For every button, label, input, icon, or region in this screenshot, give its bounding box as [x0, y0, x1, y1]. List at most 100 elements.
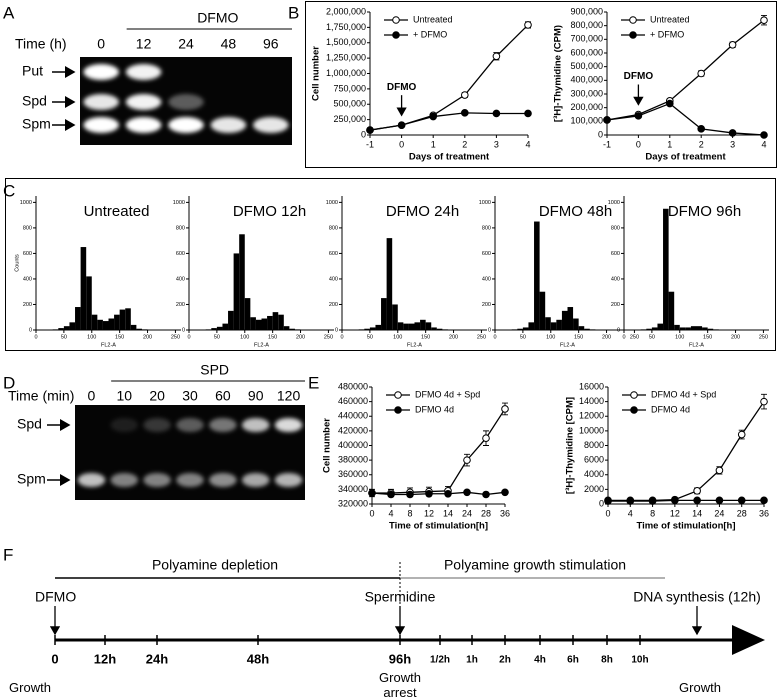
y-tick-label: 480000: [338, 381, 368, 391]
gel-band: [211, 94, 247, 110]
y-tick-label: 14000: [579, 396, 604, 406]
data-point: [463, 456, 471, 464]
histogram-bar: [261, 318, 268, 330]
data-point: [760, 131, 768, 139]
data-point: [444, 489, 452, 498]
x-tick-label: 100: [240, 334, 249, 340]
x-tick-label: 200: [731, 334, 740, 340]
data-point: [461, 109, 469, 117]
x-tick-label: 50: [61, 334, 67, 340]
x-tick-label: 250: [324, 334, 333, 340]
y-tick-label: 440000: [338, 411, 368, 421]
y-tick-label: 1000: [479, 200, 491, 206]
gel-band: [168, 94, 204, 110]
gel-band: [125, 117, 162, 133]
histogram-bar: [136, 328, 142, 330]
histogram-bar: [573, 318, 579, 330]
x-tick-label: 2: [699, 139, 704, 149]
gel-band: [253, 64, 289, 80]
legend-label: Untreated: [650, 14, 690, 24]
gel-band: [125, 64, 162, 80]
histogram-bar: [267, 315, 273, 330]
panel-label: D: [3, 373, 15, 392]
time-tick-label: 1/2h: [430, 655, 450, 666]
gel-header: DFMO: [197, 10, 238, 26]
phase-label: Polyamine depletion: [152, 557, 278, 573]
time-tick-label: 4h: [534, 655, 546, 666]
histogram-bar: [211, 328, 217, 330]
histogram-bar: [420, 319, 426, 330]
histogram-bar: [436, 328, 443, 330]
gel-band: [253, 94, 289, 110]
y-tick-label: 6000: [584, 455, 604, 465]
x-tick-label: 4: [761, 139, 766, 149]
y-tick-label: 700,000: [570, 34, 603, 44]
gel-band: [77, 473, 106, 487]
y-tick-label: 1,250,000: [326, 53, 366, 63]
y-tick-label: 12000: [579, 411, 604, 421]
y-tick-label: 1000: [326, 200, 338, 206]
data-point: [737, 496, 746, 505]
x-tick-label: 100: [675, 334, 684, 340]
histogram-bar: [397, 322, 404, 330]
data-point: [715, 466, 724, 475]
time-tick-label: 24h: [146, 651, 168, 666]
histogram-bar: [114, 314, 120, 330]
data-point: [666, 99, 674, 108]
histogram-bar: [578, 326, 585, 330]
y-tick-label: 460000: [338, 396, 368, 406]
x-tick-label: 1: [431, 139, 436, 149]
y-axis-label: [³H]-Thymidine (CPM): [553, 25, 564, 122]
y-axis-label: Counts: [14, 254, 20, 272]
x-tick-label: 4: [525, 139, 530, 149]
time-tick-label: 1h: [466, 655, 478, 666]
series-line: [606, 102, 765, 136]
gel-band: [143, 473, 171, 487]
gel-band: [252, 117, 289, 133]
x-tick-label: 4: [628, 508, 633, 518]
data-point: [524, 21, 532, 29]
x-tick-label: 200: [296, 334, 305, 340]
data-point: [406, 490, 414, 499]
data-point: [429, 112, 438, 121]
x-tick-label: 0: [622, 334, 625, 340]
x-tick-label: 8: [650, 508, 655, 518]
histogram-bar: [52, 329, 59, 330]
histogram-title: DFMO 12h: [233, 203, 306, 220]
lane-label: 60: [215, 388, 231, 404]
x-axis-label: FL2-A: [560, 342, 575, 348]
gel-band: [274, 418, 303, 432]
histogram-bar: [442, 329, 448, 330]
gel-band: [125, 94, 162, 110]
y-tick-label: 320000: [338, 498, 368, 508]
state-label: Growth: [679, 680, 721, 695]
histogram-bar: [713, 329, 719, 330]
histogram-bar: [539, 291, 546, 330]
x-tick-label: 0: [636, 139, 641, 149]
gel-band: [210, 117, 247, 133]
lane-label: 120: [277, 388, 301, 404]
y-tick-label: 400: [176, 276, 185, 282]
panel-label: C: [3, 181, 15, 200]
lane-label: 0: [88, 388, 96, 404]
band-label: Spm: [17, 471, 46, 487]
histogram-bar: [668, 291, 675, 330]
gel-band: [176, 473, 204, 487]
x-axis-label: Time of stimulation[h]: [389, 521, 488, 532]
histogram-bar: [646, 328, 652, 330]
histogram-bar: [511, 329, 518, 330]
legend-label: Untreated: [413, 14, 453, 24]
lane-label: 96: [263, 36, 279, 52]
legend-label: + DFMO: [413, 29, 447, 39]
x-axis-label: FL2-A: [101, 342, 116, 348]
gel-band: [241, 473, 270, 487]
data-point: [482, 434, 490, 442]
histogram-bar: [97, 319, 103, 330]
data-point: [366, 126, 374, 134]
y-tick-label: 200: [482, 302, 491, 308]
histogram-bar: [228, 310, 234, 330]
y-tick-label: 0: [29, 327, 32, 333]
histogram-bar: [425, 322, 432, 330]
histogram-bar: [108, 318, 115, 330]
